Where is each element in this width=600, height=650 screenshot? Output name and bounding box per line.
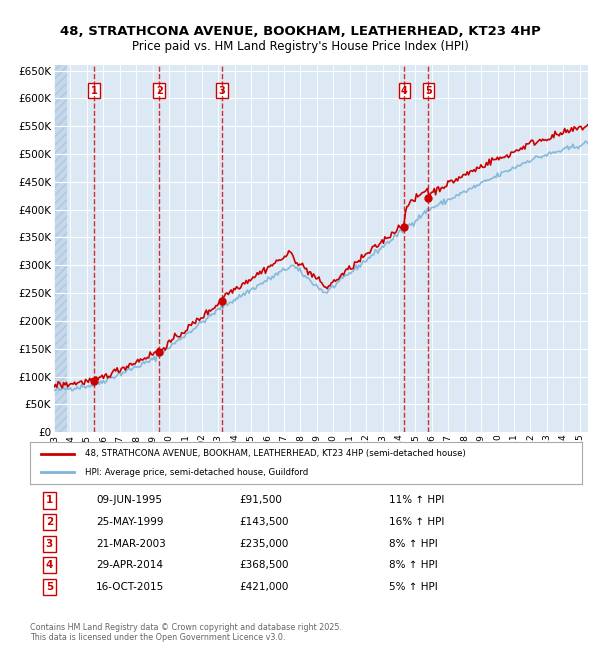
Text: £143,500: £143,500 (240, 517, 289, 527)
Text: HPI: Average price, semi-detached house, Guildford: HPI: Average price, semi-detached house,… (85, 468, 308, 477)
Text: 1: 1 (91, 86, 97, 96)
Text: 3: 3 (218, 86, 225, 96)
Text: 48, STRATHCONA AVENUE, BOOKHAM, LEATHERHEAD, KT23 4HP (semi-detached house): 48, STRATHCONA AVENUE, BOOKHAM, LEATHERH… (85, 449, 466, 458)
Text: 4: 4 (46, 560, 53, 570)
Text: 3: 3 (46, 539, 53, 549)
Text: 5% ↑ HPI: 5% ↑ HPI (389, 582, 437, 592)
Bar (54, 65, 67, 432)
Text: 25-MAY-1999: 25-MAY-1999 (96, 517, 164, 527)
Text: Price paid vs. HM Land Registry's House Price Index (HPI): Price paid vs. HM Land Registry's House … (131, 40, 469, 53)
Text: 8% ↑ HPI: 8% ↑ HPI (389, 539, 437, 549)
Text: 16% ↑ HPI: 16% ↑ HPI (389, 517, 444, 527)
Text: £235,000: £235,000 (240, 539, 289, 549)
Text: £91,500: £91,500 (240, 495, 283, 506)
Text: 48, STRATHCONA AVENUE, BOOKHAM, LEATHERHEAD, KT23 4HP: 48, STRATHCONA AVENUE, BOOKHAM, LEATHERH… (59, 25, 541, 38)
Text: 16-OCT-2015: 16-OCT-2015 (96, 582, 164, 592)
Text: 21-MAR-2003: 21-MAR-2003 (96, 539, 166, 549)
Text: 1: 1 (46, 495, 53, 506)
Text: 4: 4 (401, 86, 408, 96)
Text: 29-APR-2014: 29-APR-2014 (96, 560, 163, 570)
Text: £368,500: £368,500 (240, 560, 289, 570)
Text: 5: 5 (46, 582, 53, 592)
Text: 8% ↑ HPI: 8% ↑ HPI (389, 560, 437, 570)
Text: Contains HM Land Registry data © Crown copyright and database right 2025.
This d: Contains HM Land Registry data © Crown c… (30, 623, 342, 642)
Text: 2: 2 (46, 517, 53, 527)
Text: 5: 5 (425, 86, 432, 96)
Text: 11% ↑ HPI: 11% ↑ HPI (389, 495, 444, 506)
Text: 2: 2 (156, 86, 163, 96)
Text: £421,000: £421,000 (240, 582, 289, 592)
Text: 09-JUN-1995: 09-JUN-1995 (96, 495, 162, 506)
